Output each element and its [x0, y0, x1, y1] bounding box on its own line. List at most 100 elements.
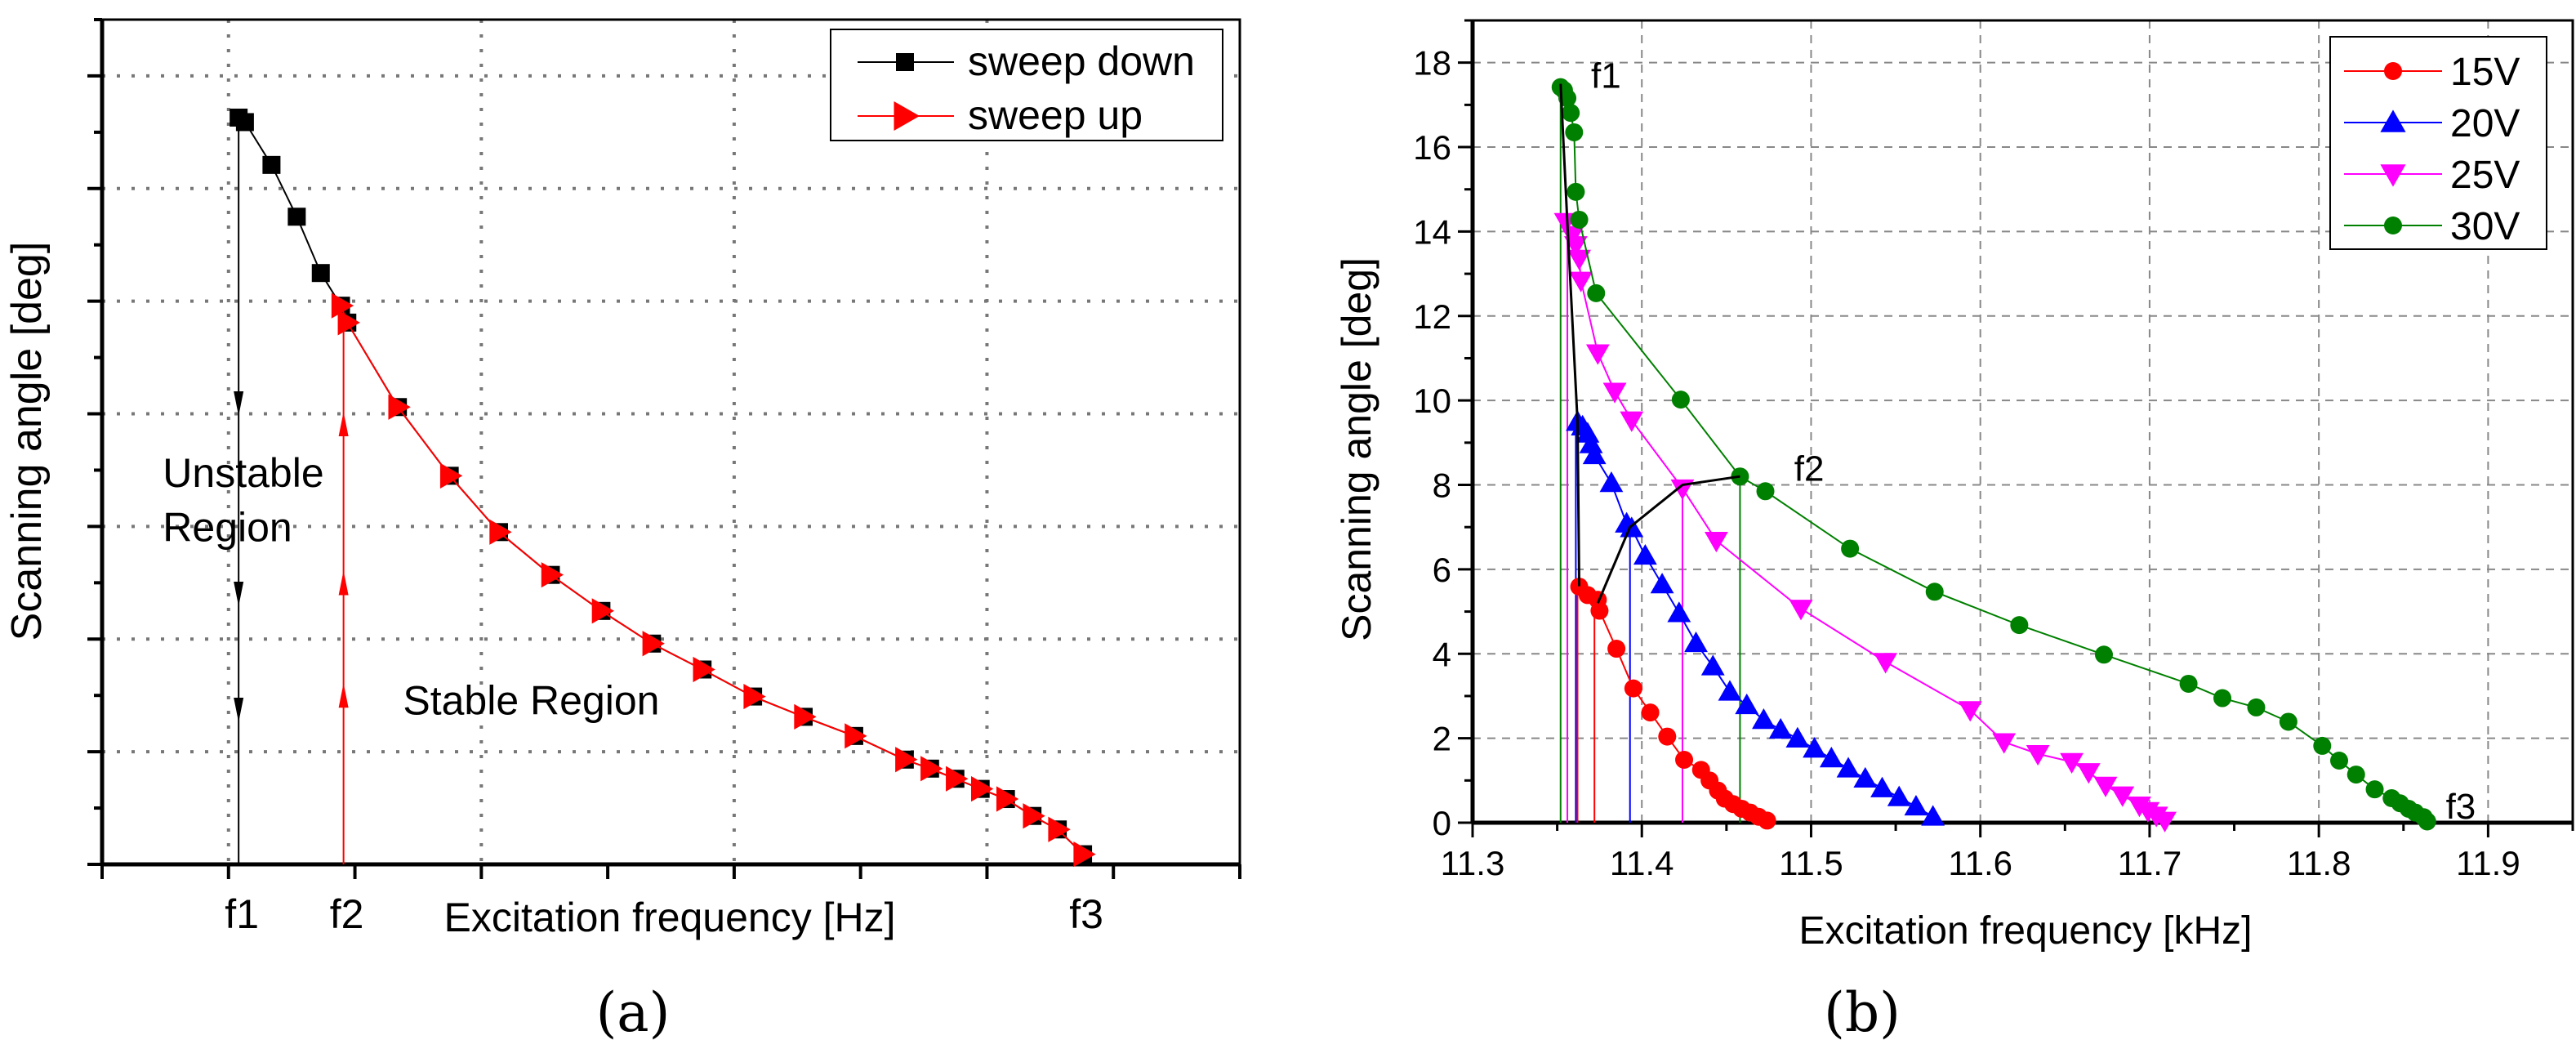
- data-point-25V: [1564, 236, 1588, 257]
- data-point-20V: [1819, 747, 1843, 768]
- data-point-20V: [1752, 708, 1776, 730]
- data-point-30V: [2365, 780, 2384, 799]
- data-point-30V: [2247, 698, 2266, 716]
- arrow-down-icon: [234, 391, 244, 417]
- y-tick-label: 0: [1433, 804, 1451, 842]
- plot-frame: [100, 18, 1241, 866]
- data-point-25V: [2026, 744, 2050, 766]
- data-point-25V: [1992, 733, 2017, 754]
- data-point-20V: [1718, 680, 1742, 701]
- data-point-30V: [2094, 645, 2113, 664]
- legend-label: 30V: [2450, 205, 2520, 248]
- data-point-15V: [1675, 750, 1694, 769]
- data-point-15V: [1590, 601, 1609, 620]
- data-point-30V: [1756, 482, 1775, 501]
- data-point-30V: [1567, 182, 1585, 201]
- data-point-15V: [1758, 811, 1776, 830]
- legend-box: [2329, 36, 2547, 250]
- data-point-20V: [1836, 757, 1861, 778]
- arrow-down-icon: [234, 698, 244, 723]
- series-line-25V: [1565, 221, 2166, 822]
- data-point-15V: [1641, 703, 1660, 722]
- legend-marker: [2384, 62, 2402, 80]
- annotation: Unstable: [163, 450, 323, 496]
- data-point-sweep-down: [287, 208, 306, 226]
- y-tick-label: 8: [1433, 466, 1451, 505]
- data-point-sweep-up: [845, 723, 867, 749]
- data-point-25V: [1585, 344, 1610, 365]
- x-tick-label: 11.6: [1948, 844, 2012, 882]
- data-point-30V: [2279, 712, 2297, 731]
- data-point-30V: [2179, 674, 2198, 693]
- legend-marker: [896, 53, 914, 71]
- data-point-20V: [1870, 776, 1894, 797]
- data-point-sweep-up: [1048, 816, 1071, 842]
- data-point-30V: [1841, 539, 1860, 558]
- data-point-sweep-up: [1073, 841, 1096, 868]
- data-point-20V: [1700, 654, 1725, 676]
- x-tick-label: 11.8: [2287, 844, 2351, 882]
- data-point-sweep-up: [920, 756, 943, 782]
- legend-label: sweep down: [968, 38, 1195, 84]
- legend-label: sweep up: [968, 92, 1143, 138]
- data-point-sweep-down: [262, 155, 281, 174]
- x-tick-label: f1: [225, 891, 259, 937]
- data-point-30V: [1565, 123, 1584, 141]
- series-line-sweep-down: [238, 117, 1084, 855]
- legend-label: 15V: [2450, 51, 2520, 94]
- data-point-sweep-down: [311, 264, 330, 283]
- data-point-sweep-up: [971, 776, 994, 802]
- f2-line: [1596, 475, 1740, 604]
- data-point-20V: [1768, 717, 1793, 739]
- arrow-up-icon: [338, 570, 349, 596]
- data-point-sweep-up: [743, 683, 766, 710]
- data-point-sweep-up: [388, 394, 411, 420]
- y-axis-title: Scanning angle [deg]: [1334, 257, 1379, 641]
- arrow-up-icon: [338, 683, 349, 708]
- legend-marker: [894, 101, 920, 131]
- x-tick-label: f3: [1069, 891, 1103, 937]
- data-point-25V: [2110, 786, 2135, 807]
- data-point-sweep-up: [946, 766, 969, 792]
- data-point-20V: [1785, 726, 1810, 748]
- data-point-25V: [1705, 531, 1728, 553]
- data-point-30V: [2213, 689, 2232, 708]
- panel-caption-b: (b): [1824, 981, 1901, 1044]
- data-point-25V: [1569, 271, 1593, 292]
- series-line-30V: [1560, 86, 2428, 823]
- y-tick-label: 14: [1413, 212, 1451, 251]
- data-point-20V: [1853, 766, 1878, 788]
- data-point-20V: [1904, 794, 1928, 816]
- data-point-25V: [2093, 776, 2118, 797]
- data-point-20V: [1667, 601, 1691, 623]
- data-point-sweep-up: [489, 519, 512, 545]
- data-point-15V: [1607, 640, 1626, 658]
- data-point-15V: [1658, 727, 1677, 746]
- data-point-25V: [2153, 811, 2177, 833]
- annotation: Stable Region: [403, 678, 659, 724]
- y-tick-label: 6: [1433, 551, 1451, 589]
- annotation-f2: f2: [1794, 449, 1825, 489]
- data-point-30V: [2313, 736, 2332, 755]
- data-point-30V: [1587, 283, 1606, 302]
- y-tick-label: 12: [1413, 297, 1451, 336]
- data-point-15V: [1624, 679, 1642, 698]
- data-point-sweep-up: [996, 786, 1019, 812]
- series-line-sweep-up: [340, 305, 1084, 855]
- f1-line: [1559, 83, 1581, 587]
- data-point-25V: [1620, 411, 1644, 432]
- data-point-25V: [1789, 600, 1813, 621]
- data-point-25V: [2076, 763, 2101, 784]
- data-point-sweep-up: [693, 656, 715, 683]
- x-tick-label: 11.7: [2118, 844, 2182, 882]
- data-point-30V: [1570, 210, 1589, 229]
- legend-marker: [2380, 164, 2406, 187]
- data-point-20V: [1684, 631, 1708, 653]
- annotation-f1: f1: [1591, 56, 1621, 96]
- legend-marker: [2384, 216, 2402, 234]
- data-point-20V: [1650, 573, 1674, 594]
- data-point-30V: [1562, 104, 1580, 123]
- y-axis-title: Scanning angle [deg]: [3, 242, 51, 641]
